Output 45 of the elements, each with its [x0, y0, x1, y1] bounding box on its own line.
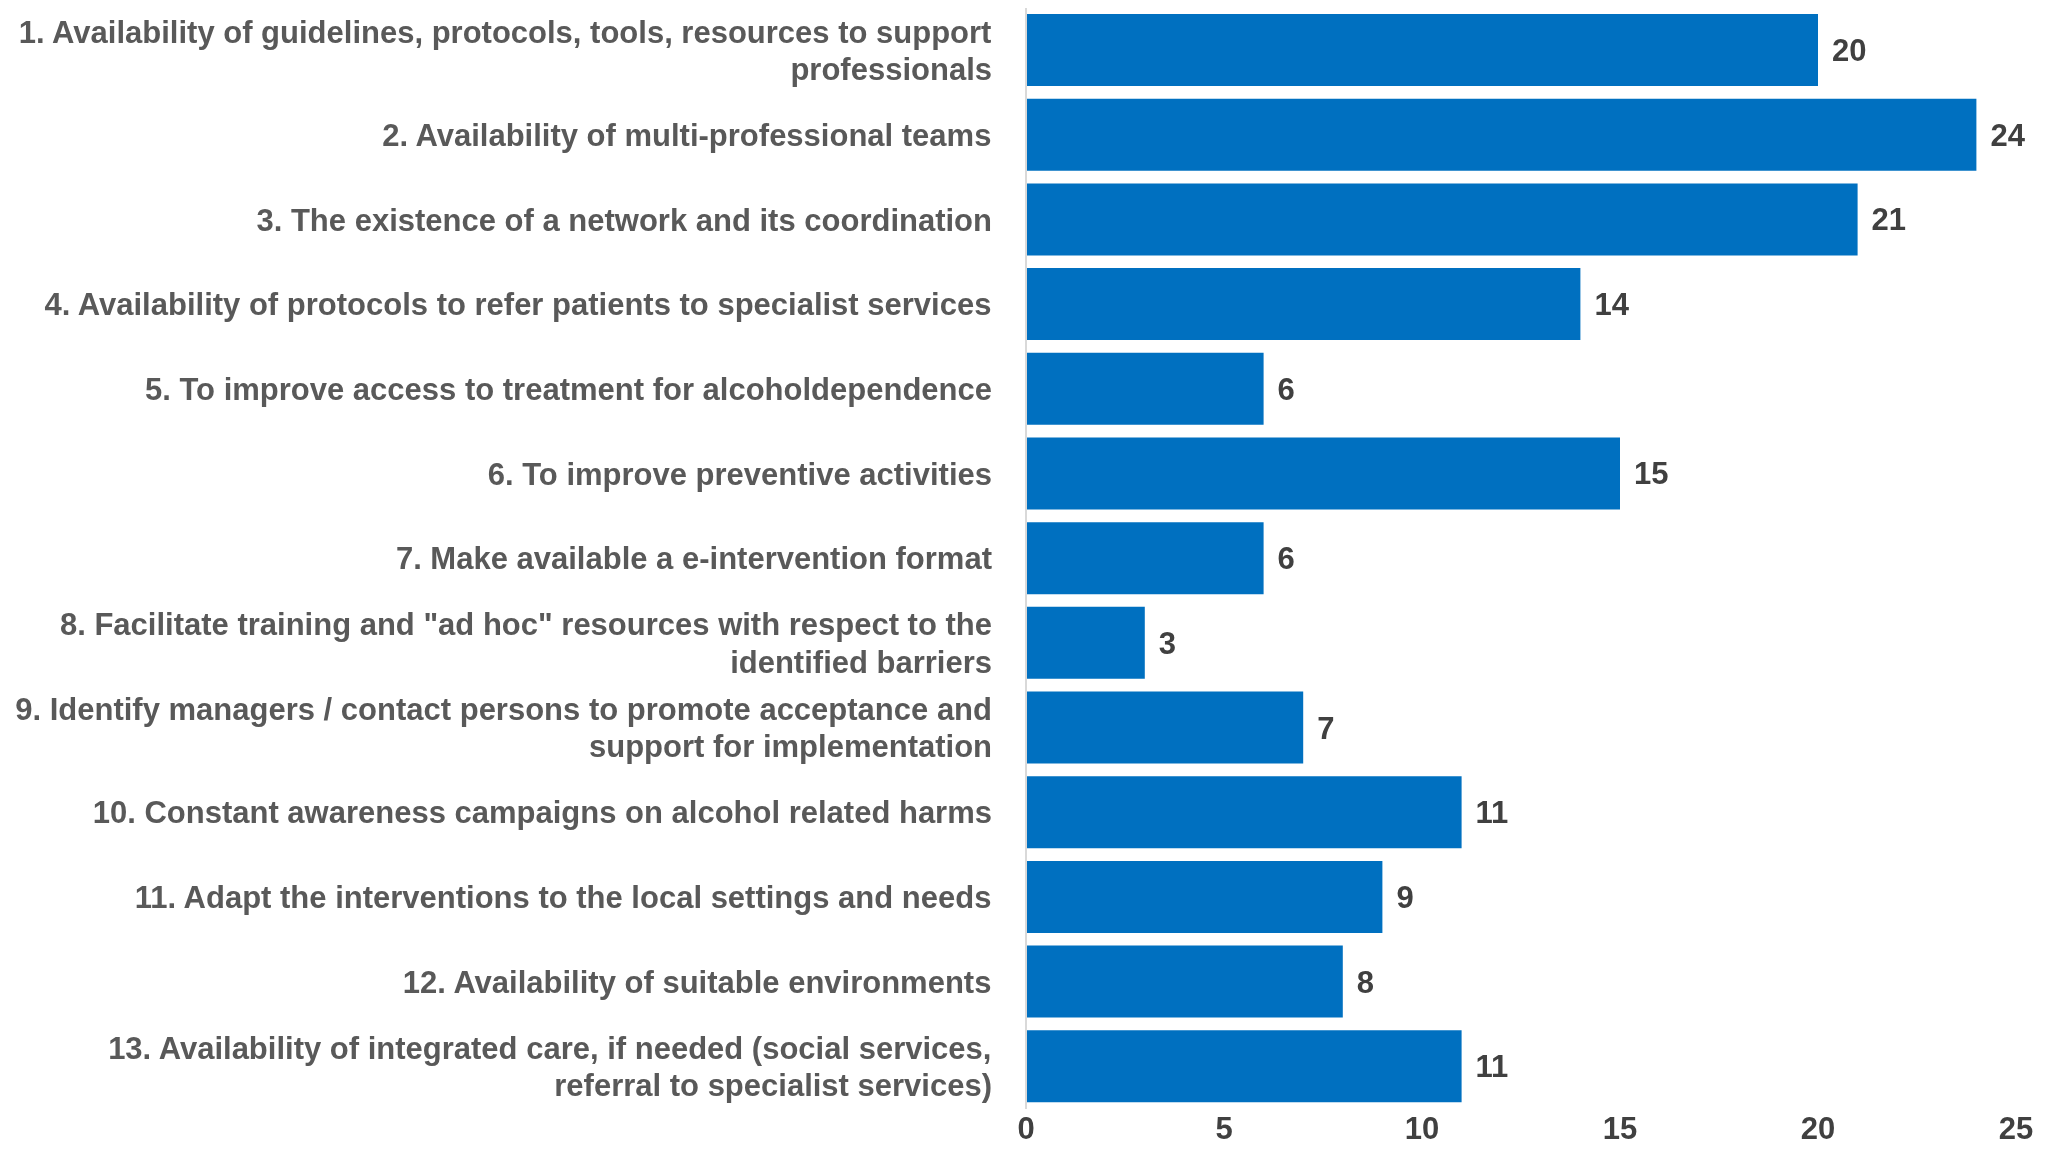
data-label: 20 [1832, 33, 1867, 69]
bar [1026, 860, 1383, 933]
x-tick-label: 5 [1215, 1111, 1233, 1147]
bar [1026, 352, 1264, 425]
y-tick-label: 7. Make available a e-intervention format [395, 541, 993, 577]
x-tick-label: 15 [1602, 1111, 1638, 1147]
bar [1026, 14, 1818, 86]
bar [1026, 183, 1858, 256]
x-tick-label: 10 [1404, 1111, 1440, 1147]
data-label: 8 [1356, 964, 1375, 1000]
y-tick-label: 12. Availability of suitable environments [402, 964, 992, 1000]
y-tick-label: 9. Identify managers / contact persons to promote acceptance and support for implementation [15, 692, 992, 765]
bar [1026, 98, 1977, 171]
y-tick-label: 4. Availability of protocols to refer patients to specialist services [44, 287, 992, 323]
y-tick-label: 6. To improve preventive activities [487, 456, 992, 492]
bar [1026, 945, 1343, 1018]
y-tick-label: 13. Availability of integrated care, if needed (social services, referral to specialist services) [108, 1030, 992, 1104]
data-label: 3 [1158, 625, 1177, 661]
bar [1026, 1030, 1462, 1103]
data-label: 24 [1990, 117, 2026, 153]
bar [1026, 606, 1145, 679]
y-tick-label: 5. To improve access to treatment for alcoholdependence [145, 371, 992, 407]
bar [1026, 776, 1462, 849]
data-label: 15 [1634, 456, 1669, 492]
bar [1026, 691, 1304, 764]
y-tick-label: 3. The existence of a network and its coordination [256, 202, 992, 238]
x-tick-label: 0 [1017, 1111, 1035, 1147]
bar [1026, 437, 1620, 510]
data-label: 6 [1277, 371, 1295, 407]
y-tick-label: 2. Availability of multi-professional teams [382, 117, 992, 153]
x-tick-label: 20 [1800, 1111, 1836, 1147]
data-label: 11 [1475, 795, 1509, 831]
data-label: 21 [1871, 202, 1907, 238]
data-label: 14 [1594, 287, 1630, 323]
bar [1026, 522, 1264, 595]
bar [1026, 268, 1581, 341]
data-label: 9 [1396, 879, 1414, 915]
y-tick-label: 10. Constant awareness campaigns on alcohol related harms [92, 795, 992, 831]
x-tick-label: 25 [1998, 1111, 2034, 1147]
data-label: 7 [1317, 710, 1335, 746]
y-tick-label: 11. Adapt the interventions to the local settings and needs [134, 880, 992, 916]
data-label: 6 [1277, 541, 1295, 577]
y-tick-label: 1. Availability of guidelines, protocols, tools, resources to support professionals [18, 14, 992, 87]
data-label: 11 [1475, 1049, 1509, 1085]
y-tick-label: 8. Facilitate training and "ad hoc" resources with respect to the identified barriers [59, 607, 992, 680]
